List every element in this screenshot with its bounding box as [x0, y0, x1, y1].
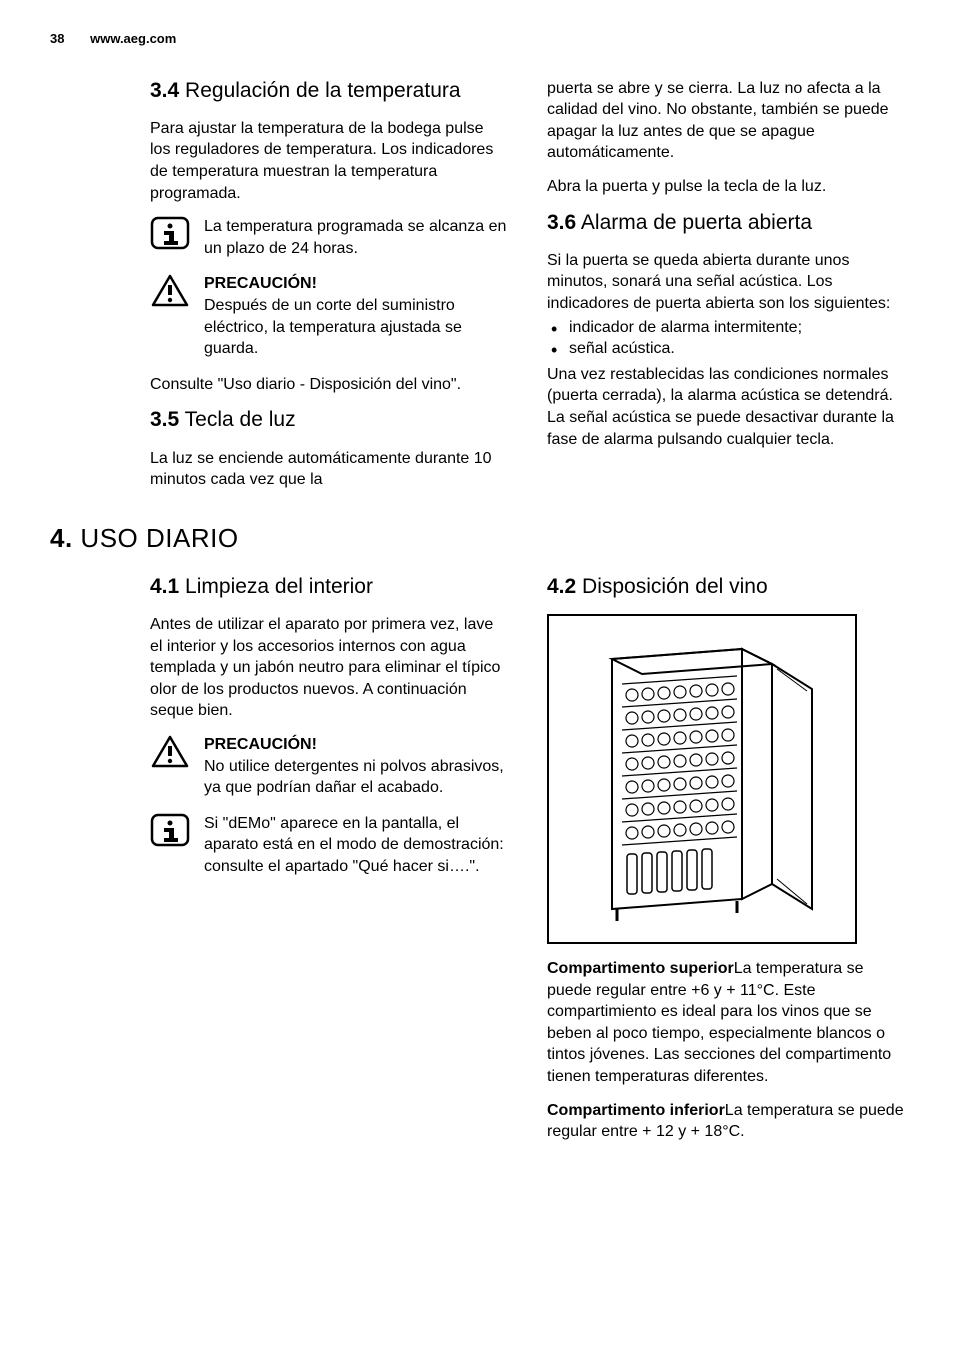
sec35-p1-cont: puerta se abre y se cierra. La luz no af… — [547, 78, 904, 164]
upper-columns: 3.4 Regulación de la temperatura Para aj… — [50, 78, 904, 503]
info-text-41: Si "dEMo" aparece en la pantalla, el apa… — [204, 813, 507, 878]
warn-block-34: PRECAUCIÓN! Después de un corte del sumi… — [150, 273, 507, 359]
lower-columns: 4.1 Limpieza del interior Antes de utili… — [50, 574, 904, 1155]
sec34-p1: Para ajustar la temperatura de la bodega… — [150, 118, 507, 204]
warn-text-41: PRECAUCIÓN! No utilice detergentes ni po… — [204, 734, 507, 799]
list-item: señal acústica. — [547, 338, 904, 360]
sec35-p1: La luz se enciende automáticamente duran… — [150, 448, 507, 491]
list-item: indicador de alarma intermitente; — [547, 317, 904, 339]
sec36-bullets: indicador de alarma intermitente; señal … — [547, 317, 904, 360]
sec36-p2: Una vez restablecidas las condiciones no… — [547, 364, 904, 450]
wine-cellar-figure — [547, 614, 857, 944]
heading-4-2: 4.2 Disposición del vino — [547, 574, 904, 600]
col-right: puerta se abre y se cierra. La luz no af… — [547, 78, 904, 503]
site-url: www.aeg.com — [90, 31, 176, 46]
info-block-41: Si "dEMo" aparece en la pantalla, el apa… — [150, 813, 507, 878]
heading-3-6: 3.6 Alarma de puerta abierta — [547, 210, 904, 236]
upper-compartment: Compartimento superiorLa temperatura se … — [547, 958, 904, 1088]
warn-block-41: PRECAUCIÓN! No utilice detergentes ni po… — [150, 734, 507, 799]
heading-4-1: 4.1 Limpieza del interior — [150, 574, 507, 600]
warn-text-34: PRECAUCIÓN! Después de un corte del sumi… — [204, 273, 507, 359]
heading-3-5: 3.5 Tecla de luz — [150, 407, 507, 433]
info-block-34: La temperatura programada se alcanza en … — [150, 216, 507, 259]
col-left: 3.4 Regulación de la temperatura Para aj… — [50, 78, 507, 503]
col-right-2: 4.2 Disposición del vino — [547, 574, 904, 1155]
sec36-p1: Si la puerta se queda abierta durante un… — [547, 250, 904, 315]
lower-compartment: Compartimento inferiorLa temperatura se … — [547, 1100, 904, 1143]
heading-3-4: 3.4 Regulación de la temperatura — [150, 78, 507, 104]
sec34-p2: Consulte "Uso diario - Disposición del v… — [150, 374, 507, 396]
sec41-p1: Antes de utilizar el aparato por primera… — [150, 614, 507, 722]
page-number: 38 — [50, 31, 64, 46]
sec35-p2: Abra la puerta y pulse la tecla de la lu… — [547, 176, 904, 198]
page-header: 38 www.aeg.com — [50, 30, 904, 48]
warning-icon — [150, 734, 190, 770]
warning-icon — [150, 273, 190, 309]
col-left-2: 4.1 Limpieza del interior Antes de utili… — [50, 574, 507, 1155]
info-icon — [150, 216, 190, 250]
heading-4: 4. USO DIARIO — [50, 521, 904, 556]
info-text-34: La temperatura programada se alcanza en … — [204, 216, 507, 259]
info-icon — [150, 813, 190, 847]
